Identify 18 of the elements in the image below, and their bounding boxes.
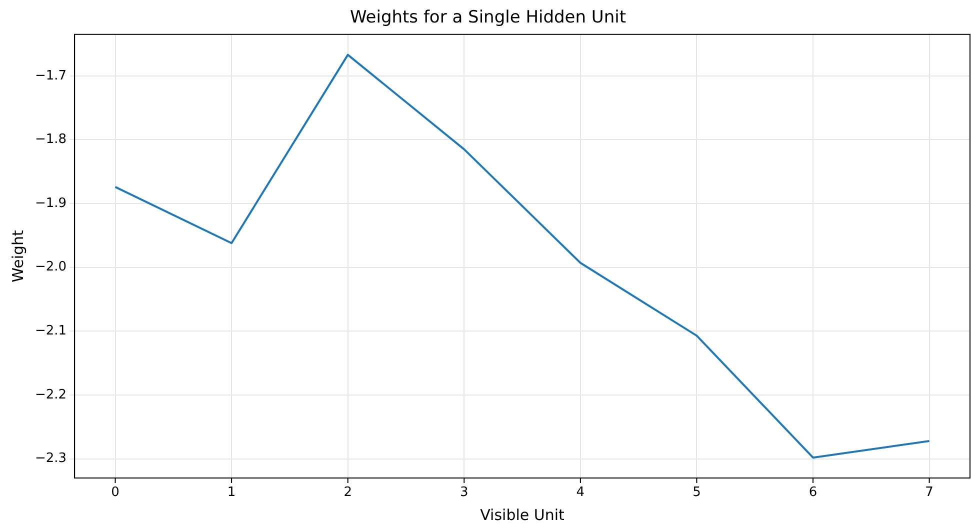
x-tick-label: 6	[808, 484, 818, 500]
y-tick-label: −1.8	[34, 132, 67, 148]
x-tick-label: 7	[925, 484, 934, 500]
chart-title: Weights for a Single Hidden Unit	[350, 8, 626, 28]
x-axis-title: Visible Unit	[480, 506, 565, 524]
x-tick-label: 2	[344, 484, 352, 500]
y-tick-label: −2.0	[34, 260, 67, 275]
x-tick-label: 3	[460, 484, 468, 500]
x-tick-label: 5	[692, 484, 701, 500]
x-tick-label: 4	[576, 484, 585, 500]
y-tick-label: −2.1	[34, 324, 67, 339]
x-tick-label: 0	[111, 484, 120, 500]
y-tick-label: −1.9	[34, 196, 67, 211]
y-axis-title: Weight	[8, 230, 27, 282]
y-tick-label: −1.7	[34, 68, 67, 84]
y-tick-label: −2.3	[34, 451, 67, 466]
x-tick-label: 1	[227, 484, 236, 500]
y-tick-label: −2.2	[34, 387, 67, 402]
